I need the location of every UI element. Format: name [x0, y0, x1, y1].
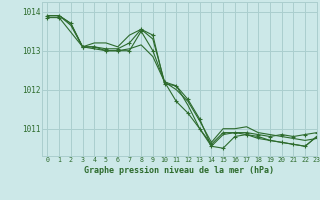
- X-axis label: Graphe pression niveau de la mer (hPa): Graphe pression niveau de la mer (hPa): [84, 166, 274, 175]
